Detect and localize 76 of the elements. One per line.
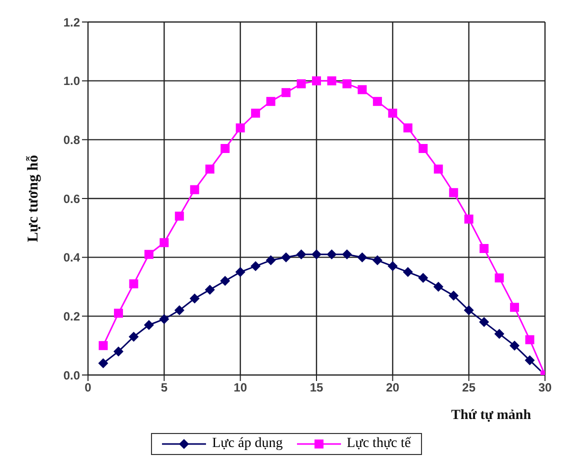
x-tick-label: 5 bbox=[160, 380, 168, 395]
point bbox=[174, 305, 184, 316]
point bbox=[358, 85, 367, 94]
point bbox=[342, 79, 352, 88]
point bbox=[524, 355, 535, 366]
point bbox=[510, 340, 520, 351]
point bbox=[235, 267, 246, 278]
point bbox=[464, 305, 474, 316]
point bbox=[402, 267, 413, 278]
point bbox=[510, 302, 520, 312]
point bbox=[220, 144, 230, 153]
point bbox=[236, 123, 245, 132]
point bbox=[296, 79, 306, 88]
point bbox=[372, 255, 382, 266]
x-tick-label: 20 bbox=[386, 380, 400, 395]
point bbox=[357, 252, 368, 262]
point bbox=[480, 244, 489, 254]
legend-label: Lực áp dụng bbox=[212, 436, 283, 452]
point bbox=[282, 88, 291, 98]
point bbox=[190, 294, 200, 304]
point bbox=[98, 341, 108, 350]
point bbox=[174, 212, 184, 221]
point bbox=[448, 290, 459, 301]
point bbox=[525, 335, 534, 344]
y-tick-label: 0.0 bbox=[63, 368, 80, 382]
x-axis-title: Thứ tự mảnh bbox=[451, 408, 532, 423]
point bbox=[403, 123, 412, 132]
x-tick-label: 10 bbox=[234, 380, 248, 395]
point bbox=[113, 346, 124, 356]
point bbox=[144, 250, 154, 259]
point bbox=[388, 108, 398, 118]
x-tick-label: 15 bbox=[310, 380, 324, 395]
y-tick-label: 0.8 bbox=[63, 132, 80, 147]
point bbox=[296, 249, 306, 260]
point bbox=[312, 249, 322, 260]
y-tick-label: 0.6 bbox=[63, 192, 80, 206]
y-axis-title: Lực tương hỗ bbox=[25, 154, 42, 242]
point bbox=[494, 328, 504, 339]
point bbox=[266, 255, 276, 266]
point bbox=[190, 185, 200, 194]
point bbox=[160, 238, 169, 248]
y-tick-label: 0.2 bbox=[63, 309, 80, 324]
point bbox=[342, 249, 352, 260]
point bbox=[281, 252, 292, 262]
point bbox=[204, 284, 215, 295]
point bbox=[251, 108, 260, 118]
legend-label: Lực thực tế bbox=[346, 436, 411, 452]
point bbox=[220, 276, 230, 286]
point bbox=[433, 282, 444, 292]
point bbox=[159, 314, 170, 324]
point bbox=[129, 279, 138, 288]
point bbox=[418, 144, 428, 153]
x-tick-label: 0 bbox=[84, 380, 92, 395]
point bbox=[494, 273, 504, 282]
y-tick-label: 0.4 bbox=[63, 250, 80, 265]
point bbox=[479, 317, 490, 328]
point bbox=[205, 164, 214, 174]
point bbox=[114, 308, 123, 318]
point bbox=[449, 188, 458, 198]
point bbox=[434, 164, 443, 174]
point bbox=[464, 214, 474, 224]
point bbox=[250, 261, 261, 272]
point bbox=[388, 261, 398, 272]
y-tick-label: 1.2 bbox=[63, 15, 80, 30]
point bbox=[327, 76, 336, 86]
point bbox=[372, 96, 382, 106]
point bbox=[418, 272, 428, 283]
y-tick-label: 1.0 bbox=[63, 74, 80, 88]
x-tick-label: 25 bbox=[462, 380, 476, 395]
point bbox=[128, 332, 139, 342]
point bbox=[266, 96, 276, 106]
x-tick-label: 30 bbox=[538, 380, 552, 395]
point bbox=[144, 320, 154, 330]
point bbox=[326, 249, 337, 260]
point bbox=[98, 358, 108, 368]
point bbox=[312, 76, 321, 86]
